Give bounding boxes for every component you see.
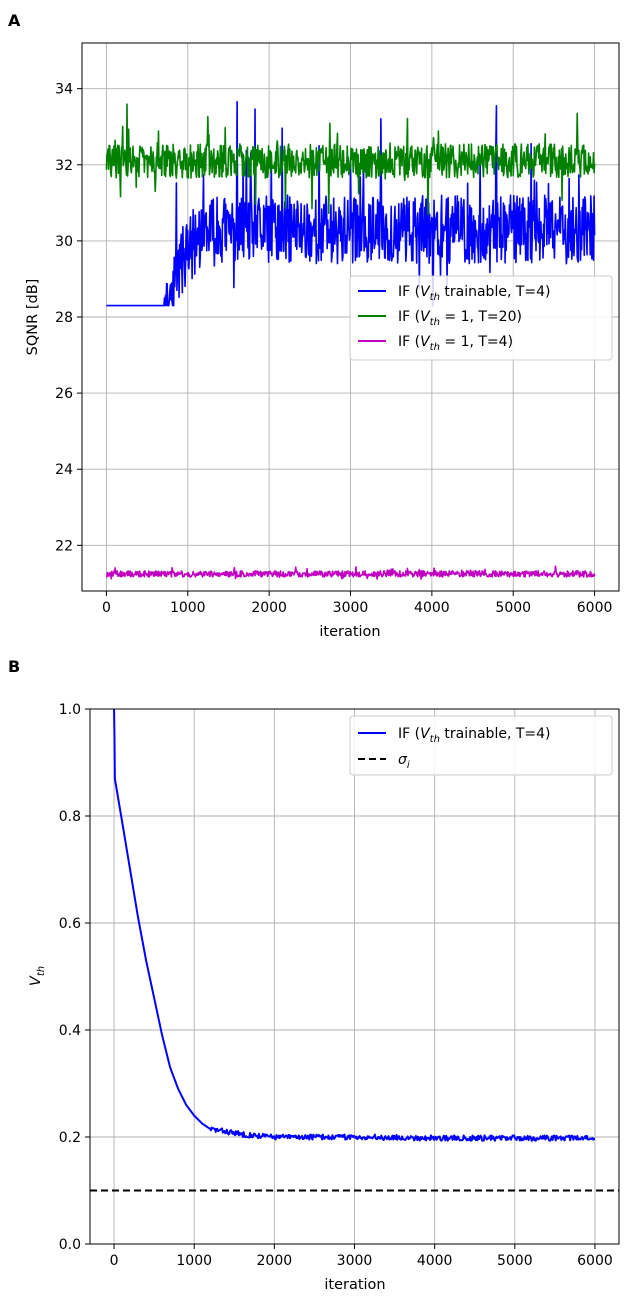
panel-b-y-tick-label: 0.6 [59,916,81,932]
panel-a-x-tick-label: 0 [102,600,111,616]
legend-subscript: th [430,317,440,328]
legend-text-prefix: IF ( [398,284,420,300]
svg-text:Vth: Vth [28,966,47,986]
panel-b-y-tick-label: 0.8 [59,809,81,825]
panel-b-x-axis-label: iteration [324,1277,385,1293]
legend-text-suffix: trainable, T=4) [440,284,551,300]
legend-subscript: i [407,760,410,771]
panel-b-x-tick-label: 4000 [417,1253,453,1269]
panel-a-x-tick-label: 1000 [170,600,206,616]
legend-entry-label: IF (Vth trainable, T=4) [398,726,551,745]
panel-b-data [90,708,619,1192]
panel-a-series-line [105,103,596,216]
panel-b-y-axis-label: Vth [28,966,47,986]
panel-a-y-tick-label: 26 [55,386,73,402]
panel-b-legend-entries: IF (Vth trainable, T=4) σi [358,726,551,771]
legend-symbol: V [420,284,431,300]
legend-subscript: th [430,734,440,745]
legend-text-suffix: trainable, T=4) [440,726,551,742]
panel-a-y-tick-label: 24 [55,462,73,478]
legend-text-suffix: = 1, T=20) [440,309,522,325]
panel-a-letter: A [8,11,21,30]
legend-text-prefix: IF ( [398,334,420,350]
panel-a-y-tick-label: 30 [55,234,73,250]
panel-a-y-tick-label: 34 [55,82,73,98]
legend-symbol: V [420,309,431,325]
panel-a-x-tick-label: 2000 [251,600,287,616]
panel-b-y-axis-label-subscript: th [36,966,47,976]
panel-a-x-axis-label: iteration [319,624,380,640]
panel-b-x-tick-label: 2000 [257,1253,293,1269]
panel-b-letter: B [8,657,20,676]
legend-text-prefix: IF ( [398,309,420,325]
panel-a-y-tick-label: 22 [55,538,73,554]
legend-entry-label: IF (Vth = 1, T=4) [398,334,513,353]
legend-entry-label: IF (Vth trainable, T=4) [398,284,551,303]
panel-b-ticks: 0 1000 2000 3000 4000 5000 6000 0.0 0.2 0.4 0.6 0.8… [59,702,613,1269]
legend-entry-label: IF (Vth = 1, T=20) [398,309,522,328]
panel-b-x-tick-label: 6000 [577,1253,613,1269]
legend-entry-label: σi [398,752,410,771]
panel-a-x-tick-label: 6000 [577,600,613,616]
legend-text-suffix: = 1, T=4) [440,334,513,350]
panel-b-y-axis-label-symbol: V [28,975,44,986]
panel-b-grid [90,708,619,1245]
panel-b-y-tick-label: 1.0 [59,702,81,718]
panel-a-ticks: 0 1000 2000 3000 4000 5000 6000 22 24 26 28 30 32 34 [55,82,612,616]
panel-a-legend: IF (Vth trainable, T=4)IF (Vth = 1, T=20… [349,275,613,361]
panel-b-x-tick-label: 0 [110,1253,119,1269]
panel-b-y-tick-label: 0.4 [59,1023,81,1039]
panel-a-x-tick-label: 5000 [495,600,531,616]
panel-b-y-tick-label: 0.2 [59,1130,81,1146]
panel-a-legend-box [349,275,613,361]
legend-text-prefix: IF ( [398,726,420,742]
panel-b-legend: IF (Vth trainable, T=4) σi [349,715,613,776]
legend-subscript: th [430,342,440,353]
legend-subscript: th [430,292,440,303]
legend-symbol: V [420,334,431,350]
panel-b-x-tick-label: 3000 [337,1253,373,1269]
panel-a-x-tick-label: 4000 [414,600,450,616]
panel-a-data [105,100,596,580]
panel-b-x-tick-label: 1000 [176,1253,212,1269]
panel-a-legend-entries: IF (Vth trainable, T=4)IF (Vth = 1, T=20… [358,284,551,353]
panel-b-vth-line [113,708,596,1142]
legend-symbol: V [420,726,431,742]
legend-symbol: σ [398,752,408,768]
panel-a-x-tick-label: 3000 [333,600,369,616]
panel-a-y-tick-label: 32 [55,158,73,174]
panel-a-y-axis-label: SQNR [dB] [25,279,41,356]
panel-b-y-tick-label: 0.0 [59,1237,81,1253]
panel-b-legend-box [349,715,613,776]
panel-a-y-tick-label: 28 [55,310,73,326]
panel-b-x-tick-label: 5000 [497,1253,533,1269]
panel-a-series-line [105,565,596,580]
